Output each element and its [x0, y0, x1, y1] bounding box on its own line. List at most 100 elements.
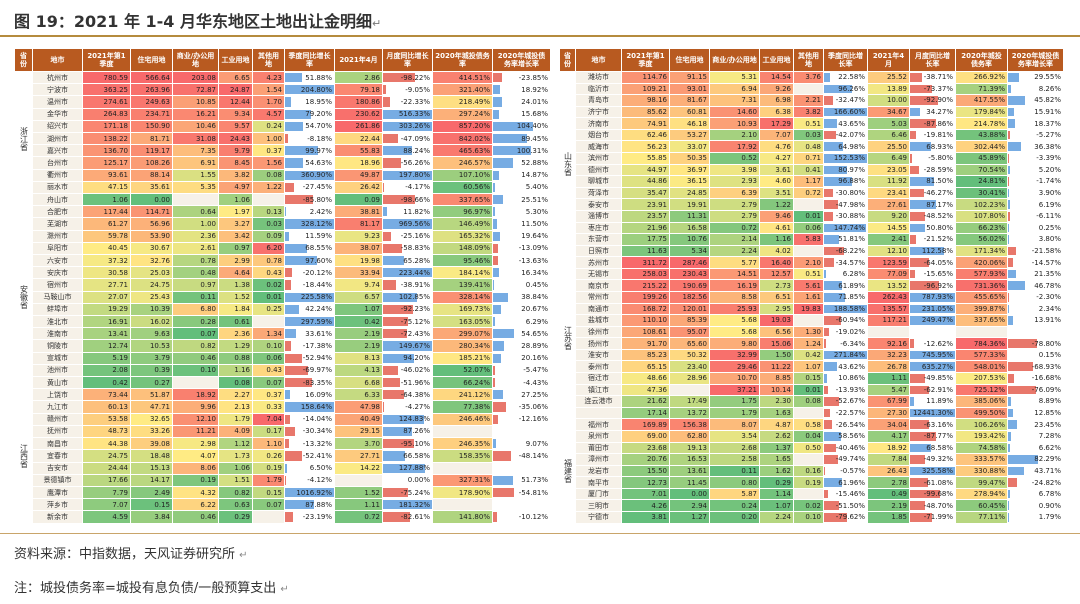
growth-value: 43.71% — [1034, 466, 1061, 475]
table-row: 常州市 199.26 182.56 8.58 6.51 1.61 71.85% 262.43 7… — [560, 291, 1064, 304]
growth-value: -32.47% — [835, 96, 865, 105]
city-cell: 池州市 — [32, 363, 83, 378]
column-header: 2021年第1季度 — [82, 48, 131, 72]
value-cell: 499.50% — [955, 406, 1008, 420]
growth-bar-cell: 188.58% — [823, 302, 868, 316]
value-cell: 0.10 — [172, 363, 219, 378]
value-cell: 4.97 — [218, 180, 253, 195]
value-cell: 414.51% — [432, 70, 493, 85]
growth-bar-cell: 1016.92% — [284, 485, 335, 500]
growth-value: 188.58% — [833, 304, 865, 313]
growth-bar — [383, 378, 400, 388]
column-header: 住宅用地 — [669, 48, 710, 72]
value-cell: 107.80% — [955, 209, 1008, 223]
growth-bar — [493, 243, 498, 254]
growth-bar — [493, 329, 514, 339]
growth-value: -72.43% — [400, 329, 430, 338]
value-cell: 14.55 — [867, 221, 910, 235]
city-cell: 泰州市 — [575, 360, 622, 374]
value-cell: 327.31% — [432, 473, 493, 487]
value-cell: 56.23 — [621, 140, 670, 154]
growth-bar-cell: -52.94% — [284, 351, 335, 365]
growth-bar — [910, 269, 915, 279]
growth-bar-cell: 231.05% — [909, 302, 956, 316]
growth-bar — [824, 96, 834, 105]
growth-bar — [493, 341, 504, 351]
table-row: 泰安市 23.91 19.91 2.79 1.22 -47.98% 27.61 87.17% 1… — [560, 198, 1064, 211]
city-cell: 上饶市 — [32, 388, 83, 402]
table-row: 黄山市 0.42 0.27 0.08 0.07 -83.35% 6.68 -51.96% 66.… — [15, 376, 551, 390]
value-cell: 1.24 — [793, 337, 824, 350]
city-cell: 宿州市 — [32, 278, 83, 292]
growth-bar-cell: 303.26% — [382, 119, 433, 134]
growth-bar-cell: -4.12% — [284, 473, 335, 487]
growth-bar-cell — [492, 498, 551, 512]
value-cell: 0.51 — [793, 267, 824, 281]
growth-value: 745.95% — [921, 351, 953, 360]
growth-value: -48.70% — [923, 501, 953, 510]
value-cell: 16.53 — [669, 453, 710, 466]
value-cell: 214.78% — [955, 117, 1008, 130]
growth-bar-cell: 787.93% — [909, 291, 956, 304]
table-row: 山东省 潍坊市 114.76 91.15 5.31 14.54 3.76 22.58% 25.5… — [559, 70, 1064, 258]
table-row: 江西省 上饶市 73.44 51.87 18.92 2.27 0.37 16.09% 6.33 -… — [14, 388, 551, 524]
city-cell: 漳州市 — [575, 453, 622, 466]
value-cell: 33.07 — [669, 140, 710, 154]
growth-bar-cell: 66.58% — [382, 449, 433, 463]
city-cell: 东营市 — [575, 233, 622, 246]
growth-value: -18.44% — [302, 281, 332, 290]
value-cell: 60.45% — [955, 499, 1008, 512]
value-cell: 0.43 — [252, 266, 285, 280]
growth-bar-cell: 50.80% — [909, 221, 956, 235]
growth-bar-cell: -6.34% — [823, 337, 868, 350]
growth-value: 6.62% — [1038, 443, 1061, 452]
value-cell: 0.10 — [252, 339, 285, 353]
value-cell: 18.96 — [334, 156, 383, 170]
value-cell: 328.14% — [432, 290, 493, 304]
growth-value: -6.34% — [840, 339, 865, 348]
value-cell: 2.08 — [82, 363, 131, 378]
growth-bar-cell: -13.93% — [823, 383, 868, 397]
value-cell: 261.86 — [334, 119, 383, 134]
value-cell: 4.26 — [621, 499, 670, 512]
value-cell: 8.13 — [334, 351, 383, 365]
growth-bar — [285, 280, 292, 290]
growth-bar — [910, 281, 940, 290]
growth-bar-cell: -12.62% — [909, 337, 956, 350]
value-cell: 1.79 — [252, 473, 285, 487]
city-cell: 丽水市 — [32, 180, 83, 195]
value-cell: 74.58% — [955, 441, 1008, 455]
value-cell: 158.35% — [432, 449, 493, 463]
growth-value: 149.67% — [398, 342, 430, 351]
growth-value: -14.04% — [302, 415, 332, 424]
table-row: 南昌市 44.38 39.08 2.98 1.12 1.10 -13.32% 3.70 -95.… — [15, 437, 551, 451]
growth-value: -4.27% — [405, 403, 430, 412]
growth-bar — [383, 426, 412, 437]
growth-bar-cell: 223.44% — [382, 266, 433, 280]
value-cell: 0.50 — [793, 441, 824, 455]
value-cell: 6.65 — [218, 70, 253, 85]
growth-bar-cell: -18.44% — [284, 278, 335, 292]
table-row: 南平市 12.73 11.45 0.80 0.29 0.19 61.96% 2.78 -61.0… — [560, 476, 1064, 489]
growth-bar — [910, 130, 916, 140]
growth-value: 328.12% — [300, 220, 332, 229]
value-cell: 5.68 — [709, 314, 760, 327]
value-cell: 61.27 — [82, 217, 131, 231]
growth-bar — [1008, 385, 1036, 395]
column-header: 月度同比增长率 — [382, 48, 433, 72]
value-cell: 0.15 — [252, 485, 285, 500]
value-cell: 0.03 — [793, 128, 824, 142]
value-cell — [793, 198, 824, 211]
growth-bar — [910, 350, 955, 360]
value-cell: 9.20 — [867, 209, 910, 223]
growth-bar-cell: 0.25% — [1007, 221, 1064, 235]
growth-bar — [383, 195, 416, 205]
growth-value: -42.07% — [835, 131, 865, 140]
city-cell: 泉州市 — [575, 429, 622, 443]
growth-value: 68.93% — [926, 142, 953, 151]
value-cell: 4.32 — [172, 485, 219, 500]
value-cell: 2.86 — [334, 70, 383, 85]
growth-bar-cell: 36.38% — [1007, 140, 1064, 154]
value-cell: 1.65 — [759, 453, 794, 466]
growth-bar — [910, 385, 929, 395]
